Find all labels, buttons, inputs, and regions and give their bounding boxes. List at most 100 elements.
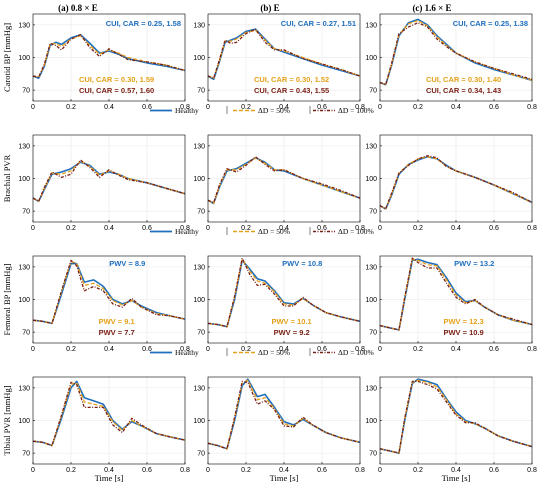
x-tick-label: 0	[31, 467, 35, 474]
annotation-healthy: PWV = 10.8	[282, 259, 322, 268]
y-tick-label: 70	[22, 330, 30, 337]
legend-label-d100: ΔD = 100%	[338, 348, 374, 357]
x-tick-label: 0	[31, 346, 35, 353]
series-line-d50	[207, 29, 361, 79]
annotation-d50: PWV = 12.3	[443, 317, 483, 326]
x-tick-label: 0.8	[527, 346, 537, 353]
series-line-d100	[379, 22, 533, 86]
x-tick-label: 0	[31, 225, 35, 232]
y-tick-label: 70	[369, 330, 377, 337]
y-tick-label: 100	[193, 418, 205, 425]
x-tick-label: 0.8	[355, 225, 365, 232]
y-tick-label: 130	[18, 143, 30, 150]
series-line-d100	[32, 34, 186, 78]
x-tick-label: 0.4	[279, 467, 289, 474]
x-tick-label: 0.2	[66, 225, 76, 232]
x-tick-label: 0.8	[355, 467, 365, 474]
annotation-d50: CUI, CAR = 0.30, 1.52	[254, 75, 329, 84]
series-line-d100	[207, 380, 361, 450]
x-tick-label: 0.6	[489, 104, 499, 111]
x-tick-label: 0.8	[527, 225, 537, 232]
legend-label-d50: ΔD = 50%	[258, 227, 290, 236]
row-label-0: Carotid BP [mmHg]	[2, 23, 12, 92]
x-tick-label: 0	[31, 104, 35, 111]
y-tick-label: 130	[365, 22, 377, 29]
panel-r0-c1: 0 0.2 0.4 0.6 0.8 70 100 130	[193, 13, 365, 111]
x-tick-label: 0.4	[279, 346, 289, 353]
x-tick-label: 0.8	[355, 104, 365, 111]
legend-label-healthy: Healthy	[175, 348, 199, 357]
x-tick-label: 0.8	[527, 104, 537, 111]
x-tick-label: 0.2	[413, 346, 423, 353]
x-tick-label: 0.8	[527, 467, 537, 474]
y-tick-label: 130	[18, 385, 30, 392]
annotation-healthy: CUI, CAR = 0.25, 1.38	[453, 19, 528, 28]
legend-label-healthy: Healthy	[175, 106, 199, 115]
x-tick-label: 0.6	[142, 104, 152, 111]
legend-row-0: Healthy ΔD = 50% ΔD = 100%	[150, 106, 374, 115]
legend-label-healthy: Healthy	[175, 227, 199, 236]
series-line-d50	[32, 260, 186, 325]
panel-r2-c0: 0 0.2 0.4 0.6 0.8 70 100 130	[18, 255, 190, 353]
y-tick-label: 70	[369, 88, 377, 95]
annotation-healthy: CUI, CAR = 0.25, 1.58	[106, 19, 181, 28]
x-tick-label: 0	[206, 467, 210, 474]
y-tick-label: 70	[369, 451, 377, 458]
y-tick-label: 130	[365, 385, 377, 392]
x-axis-label: Time [s]	[95, 473, 124, 483]
series-line-d100	[379, 380, 533, 454]
y-tick-label: 70	[369, 209, 377, 216]
x-tick-label: 0.4	[104, 104, 114, 111]
x-tick-label: 0.8	[180, 104, 190, 111]
x-tick-label: 0.8	[180, 467, 190, 474]
y-tick-label: 130	[18, 264, 30, 271]
y-tick-label: 130	[365, 264, 377, 271]
x-tick-label: 0.6	[317, 346, 327, 353]
x-tick-label: 0.4	[279, 104, 289, 111]
y-tick-label: 70	[22, 88, 30, 95]
series-line-d100	[32, 381, 186, 447]
x-tick-label: 0.2	[66, 346, 76, 353]
legend-row-2: Healthy ΔD = 50% ΔD = 100%	[150, 348, 374, 357]
series-line-d100	[379, 257, 533, 331]
x-tick-label: 0.8	[180, 346, 190, 353]
x-tick-label: 0.6	[142, 225, 152, 232]
x-tick-label: 0.6	[317, 104, 327, 111]
x-tick-label: 0.4	[104, 346, 114, 353]
y-tick-label: 100	[365, 297, 377, 304]
row-label-2: Femoral BP [mmHg]	[2, 263, 12, 335]
legend-label-d100: ΔD = 100%	[338, 227, 374, 236]
panel-r3-c1: 0 0.2 0.4 0.6 0.8 70 100 130 Time [s]	[193, 376, 365, 483]
y-tick-label: 100	[193, 297, 205, 304]
column-header-a: (a) 0.8 × E	[58, 3, 98, 13]
x-tick-label: 0.2	[241, 104, 251, 111]
y-tick-label: 100	[365, 418, 377, 425]
y-tick-label: 70	[197, 209, 205, 216]
y-tick-label: 70	[197, 451, 205, 458]
annotation-healthy: CUI, CAR = 0.27, 1.51	[281, 19, 356, 28]
y-tick-label: 100	[18, 55, 30, 62]
x-tick-label: 0.6	[317, 225, 327, 232]
x-tick-label: 0.8	[355, 346, 365, 353]
series-line-d50	[32, 35, 186, 78]
annotation-healthy: PWV = 8.9	[109, 259, 145, 268]
x-tick-label: 0.4	[104, 467, 114, 474]
series-line-d100	[207, 257, 361, 328]
x-tick-label: 0	[206, 104, 210, 111]
column-header-b: (b) E	[260, 3, 279, 13]
series-line-d100	[207, 156, 361, 204]
annotation-healthy: PWV = 13.2	[454, 259, 494, 268]
y-tick-label: 100	[18, 176, 30, 183]
y-tick-label: 130	[193, 143, 205, 150]
legend-label-d100: ΔD = 100%	[338, 106, 374, 115]
panel-r0-c0: 0 0.2 0.4 0.6 0.8 70 100 130	[18, 13, 190, 111]
x-tick-label: 0.2	[413, 467, 423, 474]
x-tick-label: 0.8	[180, 225, 190, 232]
x-tick-label: 0.6	[489, 225, 499, 232]
x-tick-label: 0.2	[66, 467, 76, 474]
series-line-d100	[207, 28, 361, 79]
x-tick-label: 0.6	[489, 467, 499, 474]
panel-r3-c2: 0 0.2 0.4 0.6 0.8 70 100 130 Time [s]	[365, 376, 537, 483]
annotation-d50: CUI, CAR = 0.30, 1.59	[79, 75, 154, 84]
series-line-d50	[379, 19, 533, 86]
